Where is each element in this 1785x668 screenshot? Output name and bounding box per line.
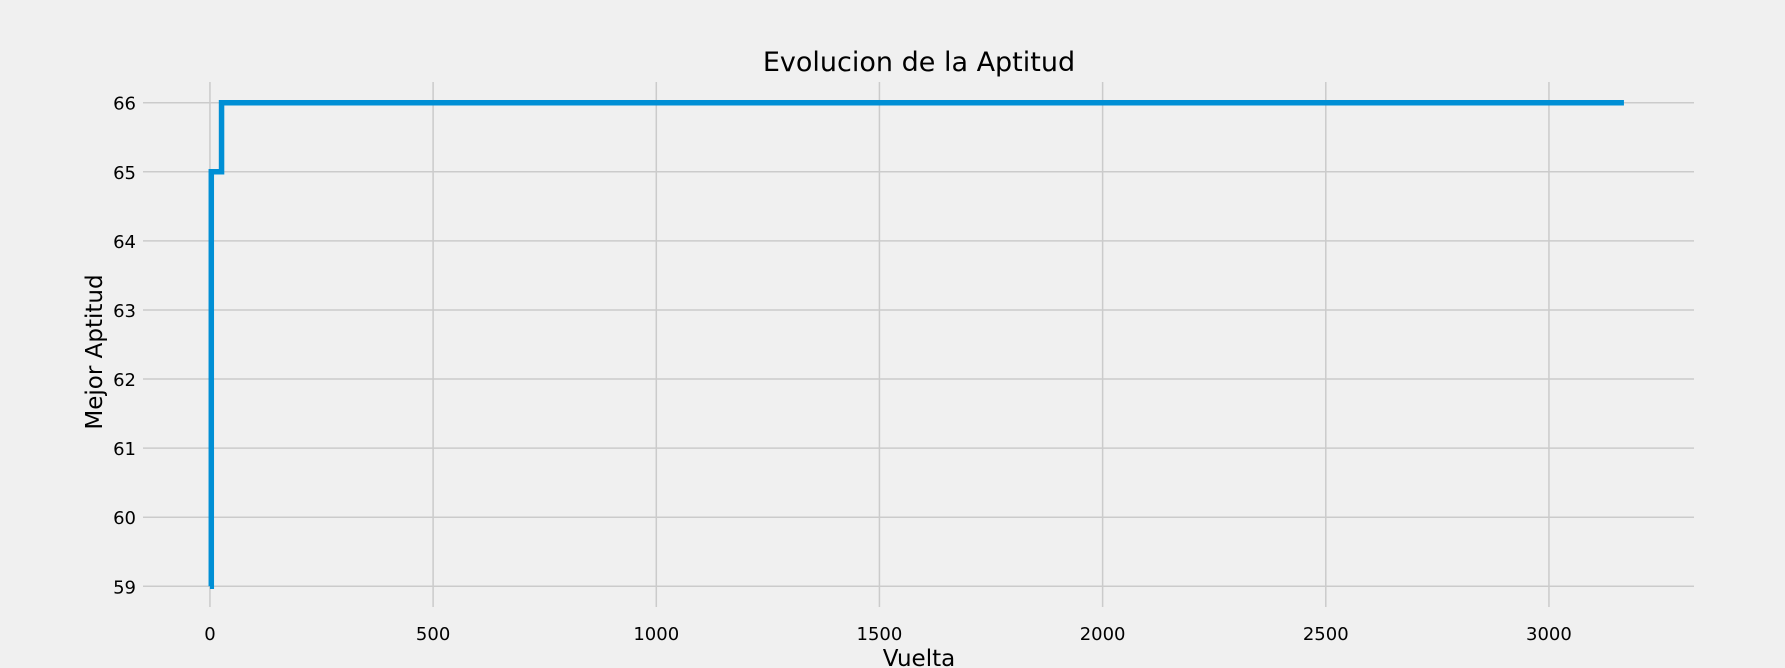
x-tick-label: 2500 <box>1303 624 1349 645</box>
x-tick-label: 0 <box>204 624 215 645</box>
series-layer <box>208 99 1624 590</box>
x-tick-label: 1500 <box>857 624 903 645</box>
x-tick-label: 500 <box>416 624 450 645</box>
x-tick-label: 2000 <box>1080 624 1126 645</box>
y-tick-label: 61 <box>113 439 136 460</box>
y-tick-labels: 59 60 61 62 63 64 65 66 <box>113 94 136 599</box>
y-tick-label: 66 <box>113 94 136 115</box>
y-tick-label: 60 <box>113 508 136 529</box>
chart-title: Evolucion de la Aptitud <box>763 47 1075 78</box>
x-axis-label: Vuelta <box>883 646 955 668</box>
y-tick-label: 65 <box>113 163 136 184</box>
series-line <box>208 99 1624 590</box>
x-tick-labels: 0 500 1000 1500 2000 2500 3000 <box>204 624 1572 645</box>
y-tick-label: 63 <box>113 301 136 322</box>
y-tick-label: 59 <box>113 577 136 598</box>
y-tick-label: 62 <box>113 370 136 391</box>
x-tick-label: 3000 <box>1526 624 1572 645</box>
y-axis-label: Mejor Aptitud <box>82 274 108 429</box>
y-tick-label: 64 <box>113 232 136 253</box>
x-tick-label: 1000 <box>633 624 679 645</box>
